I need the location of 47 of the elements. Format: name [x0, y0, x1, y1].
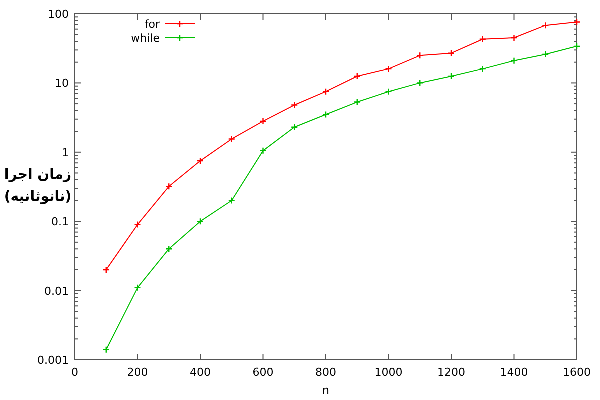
point	[448, 72, 456, 80]
x-tick-label: 800	[316, 366, 336, 379]
point	[291, 102, 298, 109]
y-tick-label: 0.1	[52, 216, 69, 229]
x-tick-label: 1000	[374, 366, 403, 379]
legend-label: while	[131, 32, 160, 45]
point	[228, 197, 236, 204]
y-tick-label: 1	[62, 146, 69, 160]
point	[322, 88, 330, 96]
x-tick-label: 1200	[438, 366, 466, 379]
y-tick-label: 0.01	[44, 284, 69, 298]
x-tick-label: 0	[72, 366, 78, 379]
x-tick-label: 1600	[563, 366, 591, 379]
point	[260, 118, 267, 126]
point	[542, 22, 550, 30]
point	[260, 147, 267, 155]
x-tick-label: 1400	[500, 366, 528, 379]
point	[196, 218, 204, 226]
point	[228, 136, 236, 143]
x-tick-label: 400	[190, 366, 211, 379]
point	[166, 183, 173, 190]
point	[322, 111, 330, 118]
point	[385, 88, 392, 96]
point	[479, 65, 486, 73]
y-tick-label: 0.001	[38, 354, 69, 367]
y-tick-label: 10	[55, 77, 69, 90]
point	[510, 34, 518, 42]
point	[448, 50, 456, 57]
point	[416, 80, 424, 87]
x-tick-label: 600	[252, 366, 274, 379]
point	[354, 98, 361, 106]
point	[166, 246, 173, 253]
point	[291, 124, 298, 131]
x-axis-title: n	[322, 384, 330, 397]
x-tick-label: 200	[127, 366, 148, 379]
point	[134, 221, 142, 228]
point	[196, 157, 204, 165]
point	[134, 284, 142, 292]
legend-label: for	[144, 18, 160, 31]
y-axis-title: زمان اجرا (نانوثانیه)	[4, 167, 72, 205]
point	[416, 52, 424, 60]
point	[354, 72, 361, 80]
point	[510, 57, 518, 64]
point	[479, 36, 486, 43]
y-tick-label: 100	[48, 8, 69, 21]
point	[542, 50, 550, 58]
point	[385, 65, 392, 73]
